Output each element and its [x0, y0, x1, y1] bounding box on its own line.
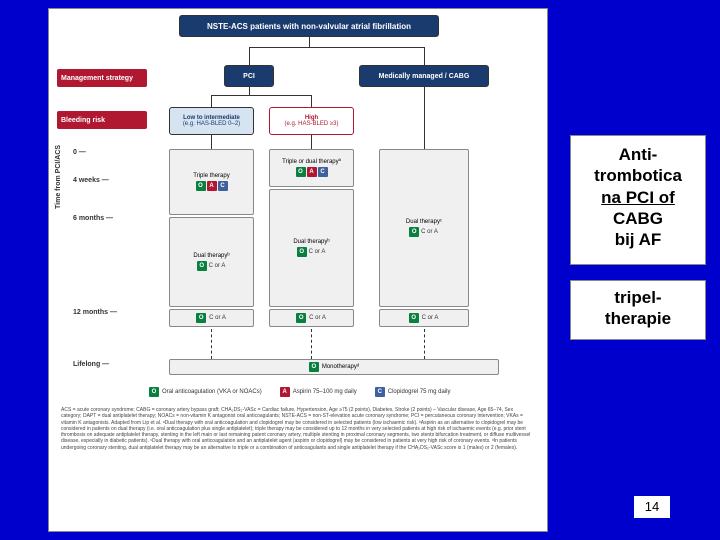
dual-cabg: Dual therapyᶜ O C or A: [379, 149, 469, 307]
triple-label: Triple therapy: [193, 173, 229, 179]
oac-triple-high: O A C: [296, 167, 328, 177]
triple-dual-label: Triple or dual therapyª: [282, 159, 341, 165]
connector: [311, 135, 312, 149]
chip-a: A: [307, 167, 317, 177]
legend-a: A Aspirin 75–100 mg daily: [280, 387, 357, 397]
mono-label: Monotherapyᵈ: [322, 364, 359, 370]
or: C or A: [309, 315, 326, 321]
oac-dual-low: O C or A: [197, 261, 227, 271]
connector: [249, 87, 250, 95]
chip-c: C: [375, 387, 385, 397]
chip-o: O: [297, 247, 307, 257]
chip-o: O: [409, 313, 419, 323]
dual-label: Dual therapyᵇ: [193, 253, 229, 259]
legend-o: O Oral anticoagulation (VKA or NOACs): [149, 387, 262, 397]
pci-box: PCI: [224, 65, 274, 87]
chip-o: O: [296, 313, 306, 323]
connector: [249, 47, 250, 65]
or: C or A: [209, 263, 226, 269]
dual-label-high: Dual therapyᵇ: [293, 239, 329, 245]
triple-therapy-low: Triple therapy O A C: [169, 149, 254, 215]
tick-12m: 12 months —: [73, 309, 117, 316]
oac-dual-cabg: O C or A: [409, 227, 439, 237]
dual-therapy-low: Dual therapyᵇ O C or A: [169, 217, 254, 307]
low-sub: (e.g. HAS-BLED 0–2): [183, 121, 240, 127]
chip-o: O: [309, 362, 319, 372]
cabg-box: Medically managed / CABG: [359, 65, 489, 87]
connector: [424, 87, 425, 149]
dual-c-label: Dual therapyᶜ: [406, 219, 442, 225]
title-l4: CABG: [571, 208, 705, 229]
dual-12m-low: O C or A: [169, 309, 254, 327]
connector: [311, 329, 312, 359]
title-l2: trombotica: [571, 165, 705, 186]
flowchart-panel: NSTE-ACS patients with non-valvular atri…: [48, 8, 548, 532]
legend-c: C Clopidogrel 75 mg daily: [375, 387, 451, 397]
connector: [424, 329, 425, 359]
connector: [211, 95, 212, 107]
page-number: 14: [634, 496, 670, 518]
chip-o: O: [149, 387, 159, 397]
dual-high: Dual therapyᵇ O C or A: [269, 189, 354, 307]
slide-subtitle-box: tripel- therapie: [570, 280, 706, 340]
connector: [249, 47, 424, 48]
sub-l1: tripel-: [571, 287, 705, 308]
dual-12m-cabg: O C or A: [379, 309, 469, 327]
connector: [211, 95, 311, 96]
connector: [211, 135, 212, 149]
tick-life: Lifelong —: [73, 361, 109, 368]
chip-o: O: [196, 181, 206, 191]
low-risk-box: Low to intermediate (e.g. HAS-BLED 0–2): [169, 107, 254, 135]
chip-o: O: [196, 313, 206, 323]
connector: [309, 37, 310, 47]
or: C or A: [421, 229, 438, 235]
legend-c-label: Clopidogrel 75 mg daily: [388, 389, 451, 395]
chip-a: A: [280, 387, 290, 397]
bleeding-risk-label: Bleeding risk: [57, 111, 147, 129]
tick-6m: 6 months —: [73, 215, 113, 222]
high-sub: (e.g. HAS-BLED ≥3): [285, 121, 339, 127]
or: C or A: [422, 315, 439, 321]
chip-o: O: [409, 227, 419, 237]
oac-triple: O A C: [196, 181, 228, 191]
slide-title-box: Anti- trombotica na PCI of CABG bij AF: [570, 135, 706, 265]
oac-dual-high: O C or A: [297, 247, 327, 257]
connector: [311, 95, 312, 107]
mgmt-strategy-label: Management strategy: [57, 69, 147, 87]
high-risk-box: High (e.g. HAS-BLED ≥3): [269, 107, 354, 135]
header-box: NSTE-ACS patients with non-valvular atri…: [179, 15, 439, 37]
title-l3: na PCI of: [571, 187, 705, 208]
tick-0: 0 —: [73, 149, 86, 156]
or: C or A: [309, 249, 326, 255]
footnotes: ACS = acute coronary syndrome; CABG = co…: [61, 407, 535, 451]
time-axis-label: Time from PCI/ACS: [55, 145, 62, 209]
monotherapy-bar: O Monotherapyᵈ: [169, 359, 499, 375]
title-l1: Anti-: [571, 144, 705, 165]
legend: O Oral anticoagulation (VKA or NOACs) A …: [149, 387, 450, 397]
sub-l2: therapie: [571, 308, 705, 329]
tick-4w: 4 weeks —: [73, 177, 109, 184]
chip-o: O: [197, 261, 207, 271]
triple-dual-high: Triple or dual therapyª O A C: [269, 149, 354, 187]
chip-a: A: [207, 181, 217, 191]
title-l5: bij AF: [571, 229, 705, 250]
legend-o-label: Oral anticoagulation (VKA or NOACs): [162, 389, 262, 395]
legend-a-label: Aspirin 75–100 mg daily: [293, 389, 357, 395]
connector: [424, 47, 425, 65]
or: C or A: [209, 315, 226, 321]
chip-c: C: [218, 181, 228, 191]
chip-o: O: [296, 167, 306, 177]
chip-c: C: [318, 167, 328, 177]
dual-12m-high: O C or A: [269, 309, 354, 327]
connector: [211, 329, 212, 359]
